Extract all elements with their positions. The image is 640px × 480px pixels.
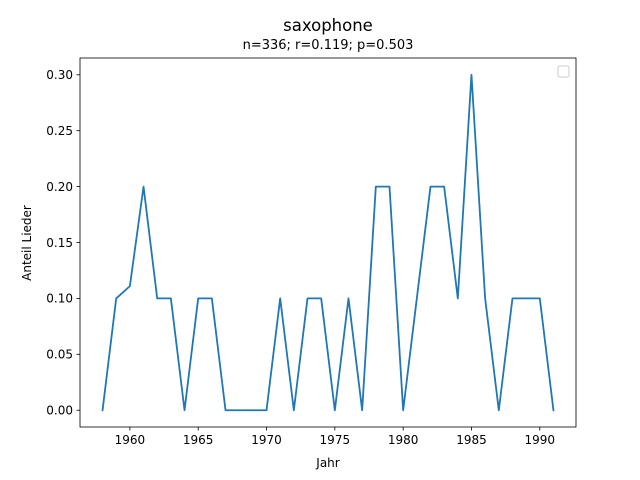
legend-box — [557, 65, 570, 78]
x-tick-label: 1980 — [388, 433, 419, 447]
y-tick-label: 0.05 — [46, 348, 73, 362]
x-tick-label: 1960 — [115, 433, 146, 447]
y-tick-label: 0.00 — [46, 404, 73, 418]
x-axis-ticks: 1960 1965 1970 1975 1980 1985 1990 — [115, 427, 555, 447]
x-tick-label: 1970 — [251, 433, 282, 447]
x-tick-label: 1975 — [320, 433, 351, 447]
y-axis-ticks: 0.00 0.05 0.10 0.15 0.20 0.25 0.30 — [46, 68, 80, 418]
chart-subtitle: n=336; r=0.119; p=0.503 — [243, 38, 414, 53]
y-tick-label: 0.25 — [46, 124, 73, 138]
axes-frame — [79, 57, 577, 428]
y-tick-label: 0.30 — [46, 68, 73, 82]
y-tick-label: 0.10 — [46, 292, 73, 306]
series-line — [101, 73, 555, 412]
y-tick-label: 0.15 — [46, 236, 73, 250]
y-axis-title: Anteil Lieder — [20, 205, 34, 281]
plot-area — [101, 73, 555, 412]
x-tick-label: 1985 — [456, 433, 487, 447]
x-tick-label: 1990 — [525, 433, 556, 447]
x-tick-label: 1965 — [183, 433, 214, 447]
y-tick-label: 0.20 — [46, 180, 73, 194]
x-axis-title: Jahr — [315, 456, 339, 470]
chart-title: saxophone — [283, 16, 373, 35]
